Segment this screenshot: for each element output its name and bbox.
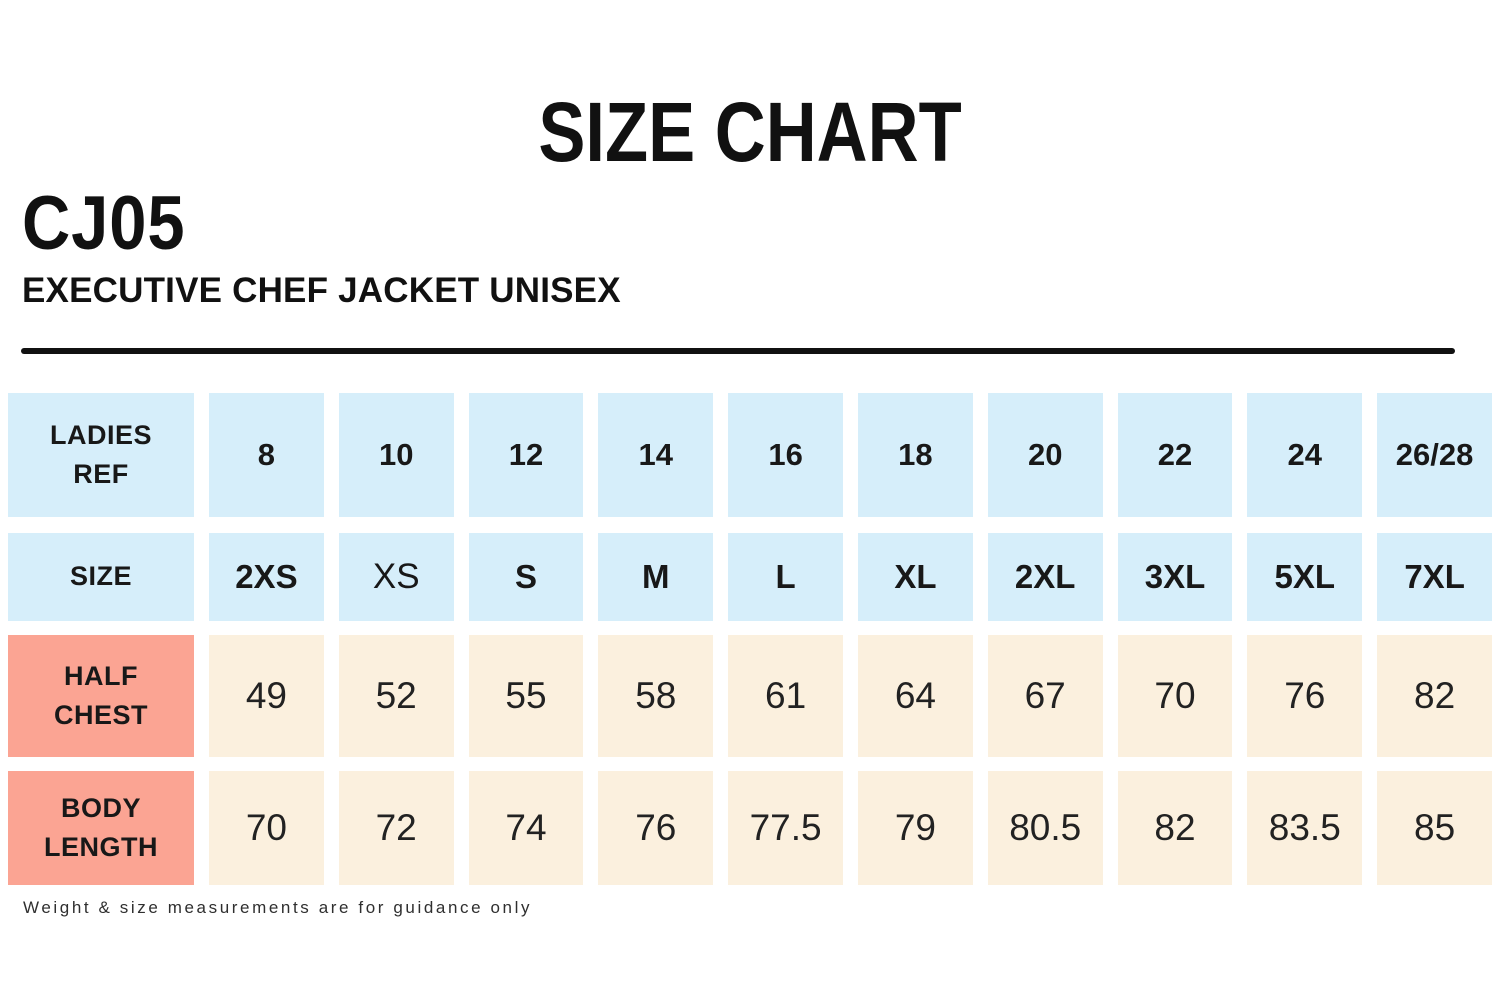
size-header-cell: XS xyxy=(338,533,454,621)
measurement-cell: 70 xyxy=(209,771,324,885)
size-header-cell: 3XL xyxy=(1117,533,1233,621)
size-header-cell: 5XL xyxy=(1247,533,1363,621)
size-header-cell: 2XS xyxy=(209,533,324,621)
size-header-cell: 20 xyxy=(987,393,1103,517)
size-table: LADIES REF 8 10 12 14 16 18 20 22 24 26/28 SIZE 2XS X… xyxy=(8,393,1492,885)
size-header-cell: 16 xyxy=(728,393,843,517)
size-header-cell: S xyxy=(468,533,584,621)
product-name: EXECUTIVE CHEF JACKET UNISEX xyxy=(22,271,621,310)
size-header-cell: 14 xyxy=(598,393,714,517)
measurement-cell: 67 xyxy=(987,635,1103,757)
measurement-cell: 61 xyxy=(728,635,843,757)
size-header-cell: 18 xyxy=(858,393,973,517)
size-header-cell: 22 xyxy=(1117,393,1233,517)
measurement-cell: 49 xyxy=(209,635,324,757)
measurement-cell: 55 xyxy=(468,635,584,757)
product-code: CJ05 xyxy=(22,181,186,266)
measurement-cell: 72 xyxy=(338,771,454,885)
table-row: SIZE 2XS XS S M L XL 2XL 3XL 5XL 7XL xyxy=(8,533,1492,621)
measurement-cell: 79 xyxy=(858,771,973,885)
size-header-cell: 7XL xyxy=(1377,533,1492,621)
size-header-cell: XL xyxy=(858,533,973,621)
measurement-cell: 82 xyxy=(1377,635,1492,757)
measurement-cell: 80.5 xyxy=(987,771,1103,885)
measurement-cell: 76 xyxy=(598,771,714,885)
row-label-cell: LADIES REF xyxy=(8,393,194,517)
size-header-cell: L xyxy=(728,533,843,621)
size-header-cell: M xyxy=(598,533,714,621)
size-header-cell: 24 xyxy=(1247,393,1363,517)
row-label-cell: SIZE xyxy=(8,533,194,621)
row-label-cell: HALF CHEST xyxy=(8,635,194,757)
table-row: BODY LENGTH 70 72 74 76 77.5 79 80.5 82 83.5 85 xyxy=(8,771,1492,885)
divider-line xyxy=(21,348,1455,354)
measurement-cell: 74 xyxy=(468,771,584,885)
footnote: Weight & size measurements are for guida… xyxy=(23,898,533,917)
table-row: LADIES REF 8 10 12 14 16 18 20 22 24 26/28 xyxy=(8,393,1492,517)
size-header-cell: 8 xyxy=(209,393,324,517)
measurement-cell: 64 xyxy=(858,635,973,757)
measurement-cell: 85 xyxy=(1377,771,1492,885)
size-header-cell: 10 xyxy=(338,393,454,517)
measurement-cell: 77.5 xyxy=(728,771,843,885)
measurement-cell: 58 xyxy=(598,635,714,757)
measurement-cell: 82 xyxy=(1117,771,1233,885)
measurement-cell: 83.5 xyxy=(1247,771,1363,885)
row-label-cell: BODY LENGTH xyxy=(8,771,194,885)
size-header-cell: 2XL xyxy=(987,533,1103,621)
size-header-cell: 12 xyxy=(468,393,584,517)
measurement-cell: 76 xyxy=(1247,635,1363,757)
table-row: HALF CHEST 49 52 55 58 61 64 67 70 76 82 xyxy=(8,635,1492,757)
measurement-cell: 70 xyxy=(1117,635,1233,757)
size-header-cell: 26/28 xyxy=(1377,393,1492,517)
page-title: SIZE CHART xyxy=(538,85,962,179)
measurement-cell: 52 xyxy=(338,635,454,757)
